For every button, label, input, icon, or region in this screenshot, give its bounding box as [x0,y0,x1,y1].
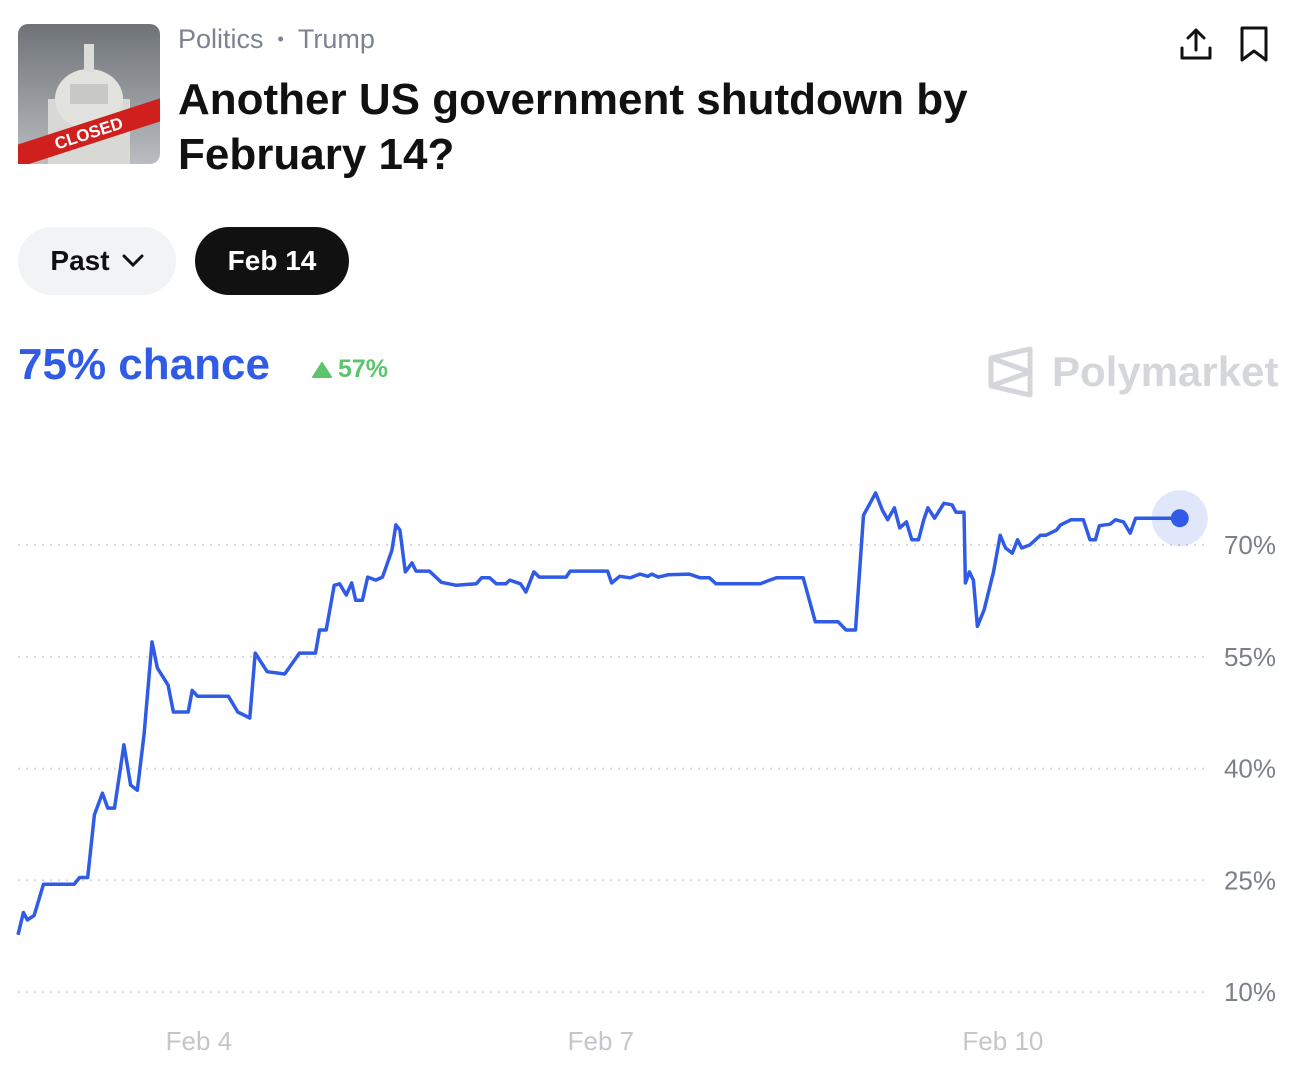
tag-link[interactable]: Trump [297,24,375,54]
y-tick-label: 10% [1224,977,1276,1007]
breadcrumb: Politics • Trump [178,24,375,55]
y-tick-label: 25% [1224,865,1276,895]
brand-icon [988,346,1033,398]
brand-name: Polymarket [1052,348,1279,395]
y-tick-label: 70% [1224,530,1276,560]
separator: • [277,29,284,49]
bookmark-button[interactable] [1236,24,1272,64]
end-point [1170,509,1189,528]
chance-text: 75% chance [18,340,270,389]
x-tick-label: Feb 10 [962,1026,1043,1056]
chevron-icon [122,254,144,268]
dropdown-label: Past [50,245,110,276]
category-link[interactable]: Politics [178,24,264,54]
x-tick-label: Feb 4 [166,1026,233,1056]
y-tick-label: 55% [1224,642,1276,672]
change-indicator: 57% [312,355,388,384]
market-title: Another US government shutdown by Februa… [178,75,968,179]
price-line [16,491,1180,936]
brand-logo: Polymarket [988,346,1278,398]
date-button[interactable]: Feb 14 [195,227,349,295]
share-button[interactable] [1176,24,1216,64]
y-tick-label: 40% [1224,754,1276,784]
x-tick-label: Feb 7 [568,1026,635,1056]
thumbnail: CLOSED [18,24,160,164]
change-text: 57% [338,355,389,383]
dropdown-button[interactable]: Past [18,227,176,295]
up-triangle [312,361,332,378]
